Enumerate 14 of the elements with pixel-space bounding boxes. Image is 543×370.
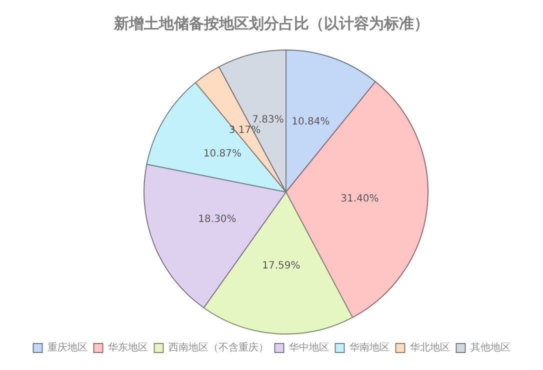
data-label: 17.59% [262, 260, 300, 272]
legend-label: 重庆地区 [47, 342, 88, 354]
chart-title: 新增土地储备按地区划分占比（以计容为标准） [113, 14, 429, 32]
data-label: 10.87% [203, 148, 242, 160]
legend-label: 华北地区 [410, 342, 450, 354]
legend-label: 其他地区 [470, 342, 510, 354]
legend-label: 华东地区 [108, 342, 148, 354]
data-label: 31.40% [340, 194, 379, 205]
data-label: 10.84% [292, 116, 330, 128]
data-label: 18.30% [198, 214, 236, 225]
legend-label: 西南地区（不含重庆） [168, 342, 268, 354]
data-label: 7.83% [252, 114, 284, 126]
legend-label: 华中地区 [288, 342, 329, 354]
legend-label: 华南地区 [349, 342, 390, 354]
